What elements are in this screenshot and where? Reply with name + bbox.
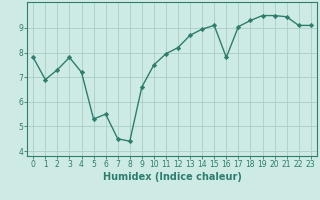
X-axis label: Humidex (Indice chaleur): Humidex (Indice chaleur) bbox=[103, 172, 241, 182]
